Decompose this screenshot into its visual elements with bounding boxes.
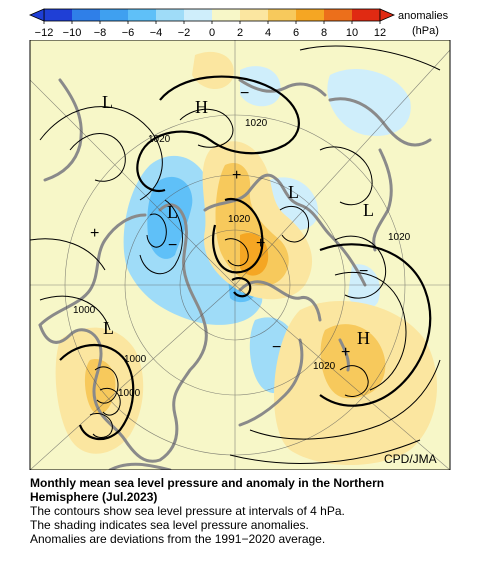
caption-title-line-2: Hemisphere (Jul.2023) [30,490,158,504]
low-pressure-center: L [363,200,374,220]
pressure-label: 1020 [148,134,171,145]
colorbar-tick-label: −2 [178,27,191,39]
anomaly-shading [55,51,437,465]
plus-sign-marker: + [341,344,350,361]
colorbar-swatch [324,9,353,21]
map-credit: CPD/JMA [384,452,437,466]
colorbar-units-label: anomalies [398,10,449,22]
caption-line-3: Anomalies are deviations from the 1991−2… [30,532,326,546]
negative-anomaly-region-ne [327,69,411,136]
pressure-label: 1020 [388,232,411,243]
colorbar-swatches [43,8,381,22]
anomaly-sign-markers: − − + + − − + + [90,85,368,361]
negative-anomaly-core-arctic [147,176,193,259]
map-frame [29,40,451,470]
pressure-labels: 1020 1020 1020 1020 1020 1000 1000 1000 [73,118,411,399]
anomaly-colorbar: −12 −10 −8 −6 −4 −2 0 2 4 6 8 10 12 anomalies (hPa) [28,8,449,39]
colorbar-tick-label: 6 [293,27,299,39]
plus-sign-marker: + [232,167,241,184]
pressure-label: 1000 [118,388,141,399]
pressure-label: 1020 [228,214,251,225]
colorbar-swatch [128,9,157,21]
colorbar-tick-label: 10 [346,27,358,39]
colorbar-swatch [240,9,269,21]
minus-sign-marker: − [359,263,368,280]
figure-caption: Monthly mean sea level pressure and anom… [30,476,470,546]
positive-anomaly-peak-europe [240,232,269,276]
low-pressure-center: L [102,92,113,112]
pressure-contours [30,45,441,464]
colorbar-swatch [72,9,101,21]
pressure-label: 1020 [313,361,336,372]
caption-title-line-1: Monthly mean sea level pressure and anom… [30,476,385,490]
colorbar-right-arrow [379,8,396,22]
colorbar-units-sublabel: (hPa) [412,25,439,37]
colorbar-left-arrow [28,8,45,22]
pressure-label: 1020 [245,118,268,129]
colorbar-swatch [352,9,381,21]
caption-line-2: The shading indicates sea level pressure… [30,518,309,532]
colorbar-swatch [156,9,185,21]
colorbar-tick-label: 8 [321,27,327,39]
positive-anomaly-core-pacific [320,324,386,399]
positive-anomaly-core-asia [84,359,116,414]
plus-sign-marker: + [256,235,265,252]
colorbar-tick-label: 2 [237,27,243,39]
colorbar-swatch [184,9,213,21]
sea-level-pressure-map: 1020 1020 1020 1020 1020 1000 1000 1000 … [29,40,451,470]
pressure-label: 1000 [73,305,96,316]
colorbar-tick-label: −8 [94,27,107,39]
colorbar-tick-label: 12 [374,27,386,39]
negative-anomaly-region-nw [240,66,281,107]
colorbar-swatch [100,9,129,21]
minus-sign-marker: − [240,85,249,102]
colorbar-tick-label: −12 [35,27,54,39]
high-pressure-center: H [195,97,208,117]
pressure-label: 1000 [124,354,147,365]
colorbar-tick-labels: −12 −10 −8 −6 −4 −2 0 2 4 6 8 10 12 [35,21,386,39]
colorbar-tick-label: −6 [122,27,135,39]
high-pressure-center: H [357,328,370,348]
colorbar-swatch [212,9,241,21]
minus-sign-marker: − [272,339,281,356]
plus-sign-marker: + [90,225,99,242]
colorbar-tick-label: −4 [150,27,163,39]
colorbar-swatch [44,9,73,21]
positive-anomaly-region-north [192,51,234,90]
low-pressure-center: L [167,202,178,222]
minus-sign-marker: − [168,237,177,254]
colorbar-swatch [296,9,325,21]
low-pressure-center: L [103,318,114,338]
colorbar-swatch [268,9,297,21]
low-pressure-center: L [288,182,299,202]
pressure-centers: L H L L L H L [102,92,374,348]
caption-line-1: The contours show sea level pressure at … [30,504,345,518]
colorbar-tick-label: −10 [63,27,82,39]
colorbar-tick-label: 4 [265,27,271,39]
colorbar-tick-label: 0 [209,27,215,39]
positive-anomaly-core-europe [215,162,289,286]
